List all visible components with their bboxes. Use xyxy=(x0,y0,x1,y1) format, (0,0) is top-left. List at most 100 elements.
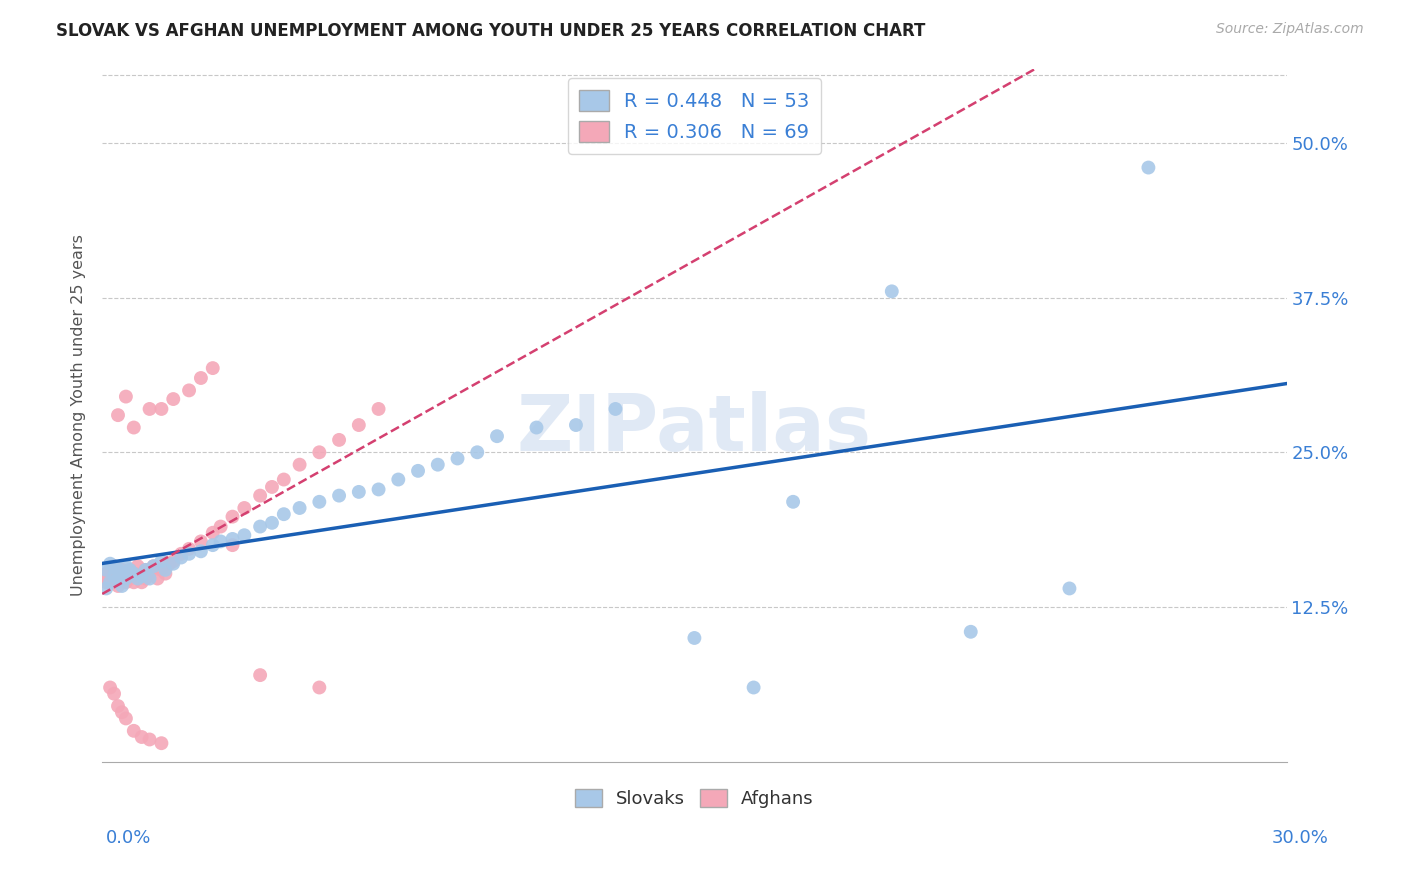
Point xyxy=(1059,582,1081,596)
Point xyxy=(221,532,243,546)
Point xyxy=(98,681,121,695)
Point xyxy=(273,507,295,521)
Point xyxy=(103,559,125,574)
Point xyxy=(98,575,121,590)
Y-axis label: Unemployment Among Youth under 25 years: Unemployment Among Youth under 25 years xyxy=(72,235,86,596)
Point xyxy=(260,480,283,494)
Point xyxy=(107,699,129,714)
Point xyxy=(249,489,271,503)
Text: ZIPatlas: ZIPatlas xyxy=(517,391,872,467)
Point xyxy=(107,563,129,577)
Point xyxy=(103,575,125,590)
Point xyxy=(98,557,121,571)
Point xyxy=(111,705,134,719)
Point xyxy=(96,566,118,581)
Point xyxy=(387,473,409,487)
Point xyxy=(118,563,141,577)
Point xyxy=(122,566,145,581)
Text: 0.0%: 0.0% xyxy=(105,829,150,847)
Point xyxy=(367,401,389,416)
Point xyxy=(155,566,177,581)
Point xyxy=(465,445,488,459)
Point xyxy=(107,572,129,586)
Point xyxy=(122,566,145,581)
Point xyxy=(201,361,224,376)
Point xyxy=(565,418,588,433)
Point xyxy=(177,384,200,398)
Point xyxy=(155,563,177,577)
Point xyxy=(131,566,153,581)
Point xyxy=(122,723,145,738)
Point xyxy=(308,681,330,695)
Point xyxy=(107,408,129,422)
Point xyxy=(201,538,224,552)
Point xyxy=(683,631,706,645)
Point xyxy=(190,534,212,549)
Point xyxy=(233,500,256,515)
Point xyxy=(177,541,200,556)
Point xyxy=(150,554,173,568)
Point xyxy=(96,572,118,586)
Point xyxy=(177,547,200,561)
Point xyxy=(150,563,173,577)
Point xyxy=(782,495,804,509)
Point xyxy=(308,445,330,459)
Point xyxy=(233,528,256,542)
Point xyxy=(107,579,129,593)
Point xyxy=(115,559,138,574)
Point xyxy=(138,401,160,416)
Point xyxy=(221,509,243,524)
Point xyxy=(107,572,129,586)
Point xyxy=(103,569,125,583)
Point xyxy=(118,572,141,586)
Point xyxy=(880,285,903,299)
Point xyxy=(406,464,429,478)
Point xyxy=(98,569,121,583)
Point xyxy=(131,569,153,583)
Point xyxy=(526,420,548,434)
Point xyxy=(328,489,350,503)
Point xyxy=(96,563,118,577)
Point xyxy=(249,519,271,533)
Point xyxy=(150,736,173,750)
Point xyxy=(135,563,157,577)
Point xyxy=(127,559,149,574)
Point xyxy=(98,572,121,586)
Point xyxy=(162,557,184,571)
Point xyxy=(190,544,212,558)
Point xyxy=(115,572,138,586)
Point xyxy=(131,575,153,590)
Point xyxy=(209,534,232,549)
Point xyxy=(127,572,149,586)
Point xyxy=(131,730,153,744)
Point xyxy=(107,566,129,581)
Point xyxy=(347,484,370,499)
Point xyxy=(260,516,283,530)
Point xyxy=(103,559,125,574)
Text: 30.0%: 30.0% xyxy=(1272,829,1329,847)
Point xyxy=(485,429,508,443)
Point xyxy=(135,572,157,586)
Point xyxy=(308,495,330,509)
Point xyxy=(142,559,165,574)
Point xyxy=(221,538,243,552)
Point xyxy=(111,572,134,586)
Point xyxy=(1137,161,1160,175)
Point xyxy=(98,563,121,577)
Point xyxy=(446,451,468,466)
Point xyxy=(142,559,165,574)
Point xyxy=(209,519,232,533)
Point xyxy=(273,473,295,487)
Point xyxy=(288,458,311,472)
Point xyxy=(146,572,169,586)
Point xyxy=(103,566,125,581)
Point xyxy=(328,433,350,447)
Point xyxy=(162,554,184,568)
Point xyxy=(249,668,271,682)
Point xyxy=(138,572,160,586)
Point xyxy=(127,572,149,586)
Point xyxy=(103,687,125,701)
Point xyxy=(115,566,138,581)
Point xyxy=(162,392,184,406)
Point xyxy=(115,575,138,590)
